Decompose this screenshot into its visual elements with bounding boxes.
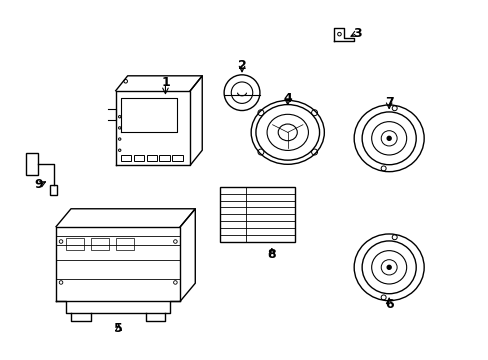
Text: 2: 2 <box>237 59 246 72</box>
Text: 6: 6 <box>384 297 393 311</box>
Bar <box>220 187 294 242</box>
Circle shape <box>386 136 390 140</box>
Text: 8: 8 <box>267 248 276 261</box>
Bar <box>26 153 38 175</box>
Text: 5: 5 <box>114 322 123 336</box>
Bar <box>146 155 157 161</box>
Bar <box>172 155 183 161</box>
Bar <box>50 185 57 195</box>
Bar <box>159 155 169 161</box>
Bar <box>116 238 133 250</box>
Text: 3: 3 <box>352 27 361 40</box>
Bar <box>121 155 131 161</box>
Text: 4: 4 <box>283 92 291 105</box>
Text: 1: 1 <box>161 76 169 89</box>
Bar <box>66 238 84 250</box>
Circle shape <box>386 265 390 269</box>
Text: 9: 9 <box>35 179 43 192</box>
Text: 7: 7 <box>384 96 393 109</box>
Bar <box>133 155 143 161</box>
Bar <box>91 238 108 250</box>
